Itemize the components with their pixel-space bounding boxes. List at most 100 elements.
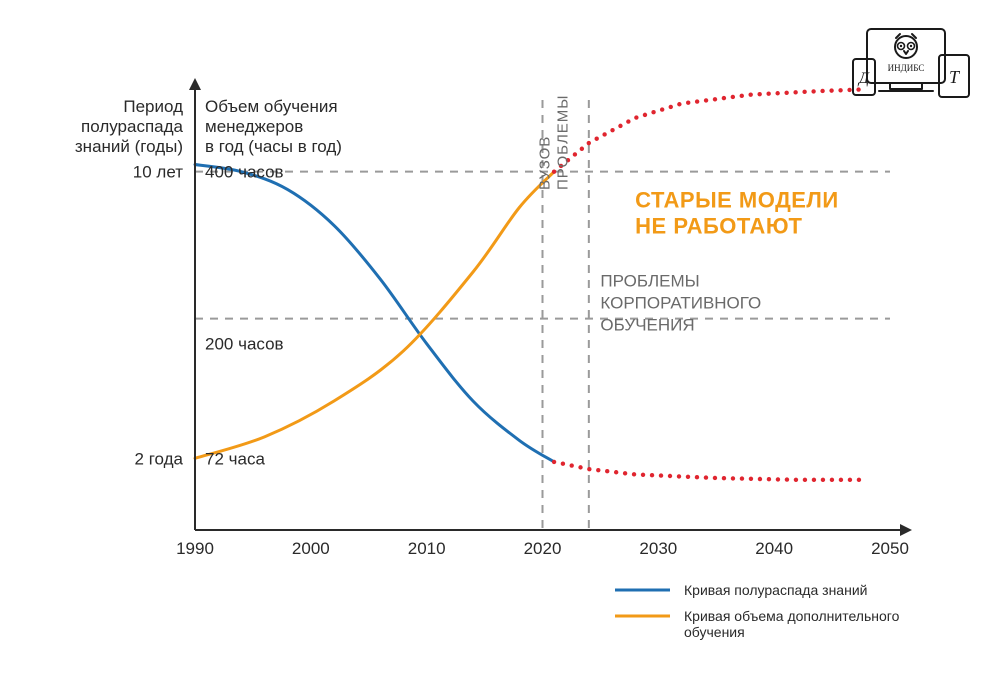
projection-dot <box>704 98 708 102</box>
projection-dot <box>561 462 565 466</box>
projection-dot <box>587 141 591 145</box>
projection-dot <box>713 476 717 480</box>
projection-dot <box>812 478 816 482</box>
projection-dot <box>748 92 752 96</box>
projection-dot <box>686 101 690 105</box>
projection-dot <box>731 95 735 99</box>
projection-dot <box>713 97 717 101</box>
orange-curve <box>195 172 554 459</box>
projection-dot <box>776 477 780 481</box>
projection-dot <box>704 475 708 479</box>
projection-dot <box>758 477 762 481</box>
legend-label: Кривая объема дополнительного <box>684 608 900 624</box>
projection-dot <box>570 463 574 467</box>
projection-dot <box>722 96 726 100</box>
projection-dot <box>602 132 606 136</box>
annotation-text: ПРОБЛЕМЫ <box>600 271 699 290</box>
vline-label: ПРОБЛЕМЫ <box>555 94 572 190</box>
annotation-text: ОБУЧЕНИЯ <box>600 315 694 334</box>
svg-text:Д: Д <box>857 70 870 87</box>
projection-dot <box>794 478 798 482</box>
projection-dot <box>552 460 556 464</box>
projection-dot <box>573 152 577 156</box>
projection-dot <box>749 477 753 481</box>
projection-dot <box>632 472 636 476</box>
projection-dot <box>626 119 630 123</box>
projection-dot <box>677 102 681 106</box>
projection-dot <box>856 87 860 91</box>
projection-dot <box>659 473 663 477</box>
projection-dot <box>669 105 673 109</box>
legend-label: обучения <box>684 624 745 640</box>
x-tick-label: 2050 <box>871 539 909 558</box>
projection-dot <box>695 475 699 479</box>
svg-text:Т: Т <box>949 67 961 87</box>
projection-dot <box>722 476 726 480</box>
projection-dot <box>793 90 797 94</box>
projection-dot <box>695 99 699 103</box>
projection-dot <box>857 478 861 482</box>
projection-dot <box>641 473 645 477</box>
projection-dot <box>650 473 654 477</box>
projection-dot <box>821 478 825 482</box>
callout-text: СТАРЫЕ МОДЕЛИ <box>635 188 839 213</box>
projection-dot <box>686 475 690 479</box>
y-left-tick: 10 лет <box>133 163 183 182</box>
projection-dot <box>623 471 627 475</box>
y-right-title: менеджеров <box>205 117 303 136</box>
projection-dot <box>757 92 761 96</box>
y-left-title: знаний (годы) <box>75 137 183 156</box>
x-tick-label: 2000 <box>292 539 330 558</box>
projection-dot <box>595 137 599 141</box>
projection-dot <box>651 110 655 114</box>
y-left-title: полураспада <box>81 117 184 136</box>
callout-text: НЕ РАБОТАЮТ <box>635 214 802 239</box>
y-right-tick: 72 часа <box>205 449 265 468</box>
projection-dot <box>580 147 584 151</box>
x-axis-arrow <box>900 524 912 536</box>
y-right-title: Объем обучения <box>205 97 338 116</box>
annotation-text: КОРПОРАТИВНОГО <box>600 293 761 312</box>
blue-curve <box>195 165 554 462</box>
projection-dot <box>596 468 600 472</box>
chart-svg: 199020002010202020302040205010 лет2 года… <box>0 0 1000 673</box>
projection-dot <box>820 89 824 93</box>
chart-root: 199020002010202020302040205010 лет2 года… <box>0 0 1000 673</box>
x-tick-label: 2030 <box>639 539 677 558</box>
projection-dot <box>660 107 664 111</box>
x-tick-label: 2020 <box>524 539 562 558</box>
brand-logo: ИНДИБС Д Т <box>853 29 969 97</box>
projection-dot <box>839 478 843 482</box>
projection-dot <box>784 91 788 95</box>
x-tick-label: 2010 <box>408 539 446 558</box>
projection-dot <box>829 88 833 92</box>
projection-dot <box>811 89 815 93</box>
projection-dot <box>740 94 744 98</box>
y-right-tick: 400 часов <box>205 163 284 182</box>
vline-label: ВУЗОВ <box>537 136 554 190</box>
projection-dot <box>668 474 672 478</box>
projection-dot <box>803 478 807 482</box>
projection-dot <box>830 478 834 482</box>
projection-dot <box>847 88 851 92</box>
projection-dot <box>785 477 789 481</box>
projection-dot <box>614 470 618 474</box>
projection-dot <box>731 476 735 480</box>
projection-dot <box>848 478 852 482</box>
projection-dot <box>767 477 771 481</box>
projection-dot <box>766 92 770 96</box>
y-right-tick: 200 часов <box>205 335 284 354</box>
y-axis-arrow <box>189 78 201 90</box>
x-tick-label: 1990 <box>176 539 214 558</box>
logo-label: ИНДИБС <box>888 63 925 73</box>
projection-dot <box>578 465 582 469</box>
projection-dot <box>838 88 842 92</box>
projection-dot <box>775 91 779 95</box>
x-tick-label: 2040 <box>755 539 793 558</box>
projection-dot <box>587 467 591 471</box>
projection-dot <box>605 469 609 473</box>
projection-dot <box>740 476 744 480</box>
projection-dot <box>634 115 638 119</box>
y-right-title: в год (часы в год) <box>205 137 342 156</box>
y-left-title: Период <box>123 97 183 116</box>
